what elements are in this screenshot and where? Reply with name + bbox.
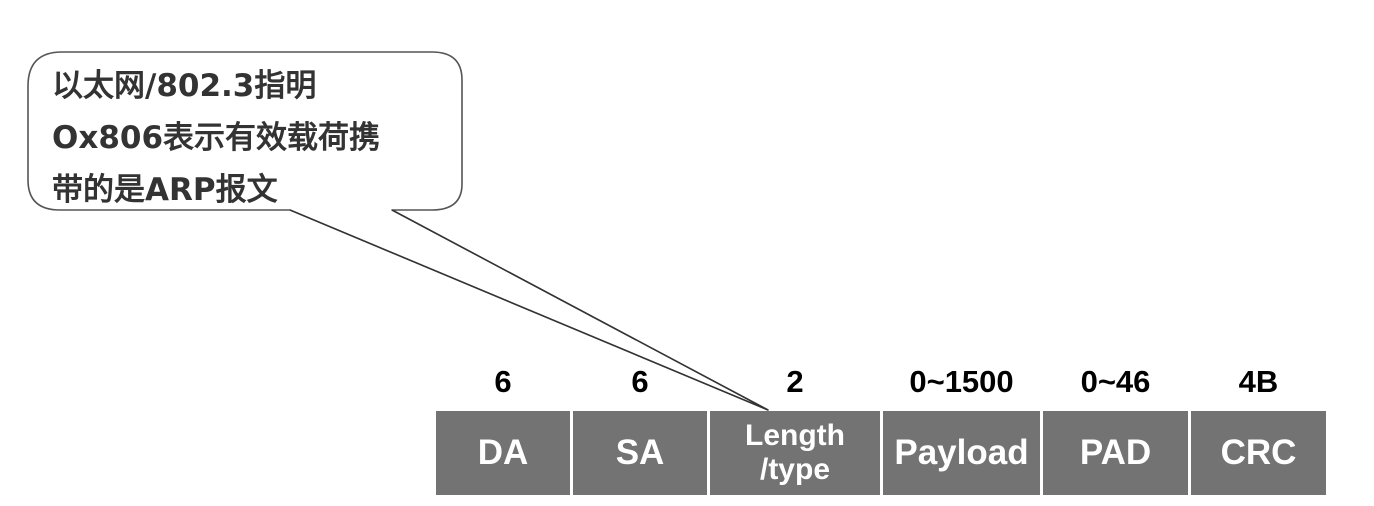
field-label: SA	[615, 433, 665, 472]
field-sa: SA	[573, 411, 707, 495]
size-sa: 6	[631, 364, 649, 399]
field-label: Length	[745, 419, 845, 452]
field-row: DA SA Length /type Payload PAD CRC	[436, 411, 1326, 495]
field-label: /type	[759, 453, 831, 486]
field-payload: Payload	[883, 411, 1040, 495]
field-size-row: 6 6 2 0~1500 0~46 4B	[436, 356, 1326, 408]
field-label: Payload	[894, 433, 1029, 472]
size-payload: 0~1500	[909, 364, 1014, 399]
ethernet-frame: 6 6 2 0~1500 0~46 4B DA SA Length /type …	[436, 356, 1326, 496]
field-label: CRC	[1220, 433, 1297, 472]
size-pad: 0~46	[1080, 364, 1151, 399]
callout-text: 以太网/802.3指明 Ox806表示有效载荷携 带的是ARP报文	[52, 60, 452, 216]
size-length-type: 2	[786, 364, 804, 399]
size-da: 6	[494, 364, 512, 399]
field-da: DA	[436, 411, 570, 495]
field-label: DA	[477, 433, 529, 472]
callout-line: 带的是ARP报文	[52, 172, 278, 208]
callout-line: 以太网/802.3指明	[52, 68, 317, 104]
size-crc: 4B	[1238, 364, 1279, 399]
callout-pointer-line	[391, 209, 769, 411]
field-crc: CRC	[1191, 411, 1326, 495]
callout-pointer-line	[289, 209, 769, 411]
field-pad: PAD	[1043, 411, 1188, 495]
field-label: PAD	[1079, 433, 1152, 472]
callout-line: Ox806表示有效载荷携	[52, 120, 381, 156]
field-length-type: Length /type	[710, 411, 880, 495]
